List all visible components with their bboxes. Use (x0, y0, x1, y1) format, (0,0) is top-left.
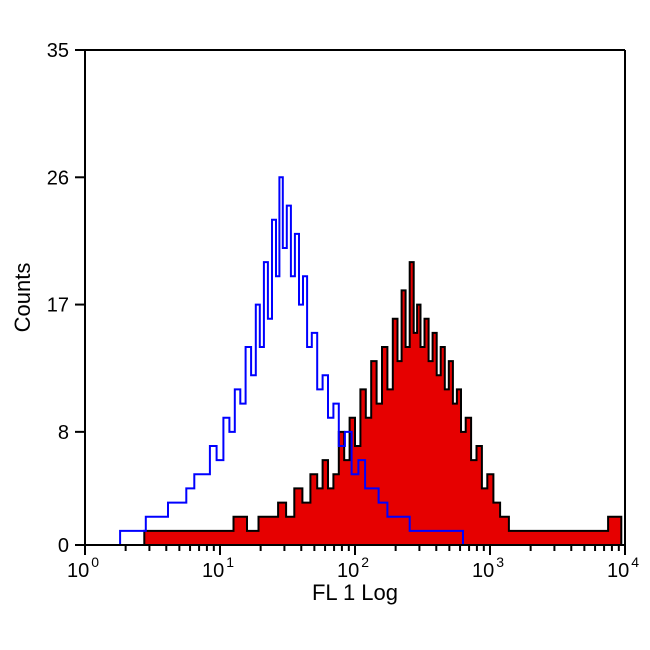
y-tick-label: 35 (47, 40, 69, 62)
y-axis-title: Counts (10, 263, 35, 333)
flow-cytometry-chart: 08172635100101102103104CountsFL 1 Log (0, 0, 650, 650)
y-tick-label: 17 (47, 295, 69, 317)
y-tick-label: 0 (58, 535, 69, 557)
y-tick-label: 26 (47, 167, 69, 189)
y-tick-label: 8 (58, 422, 69, 444)
chart-svg: 08172635100101102103104CountsFL 1 Log (0, 0, 650, 650)
x-axis-title: FL 1 Log (312, 580, 398, 605)
